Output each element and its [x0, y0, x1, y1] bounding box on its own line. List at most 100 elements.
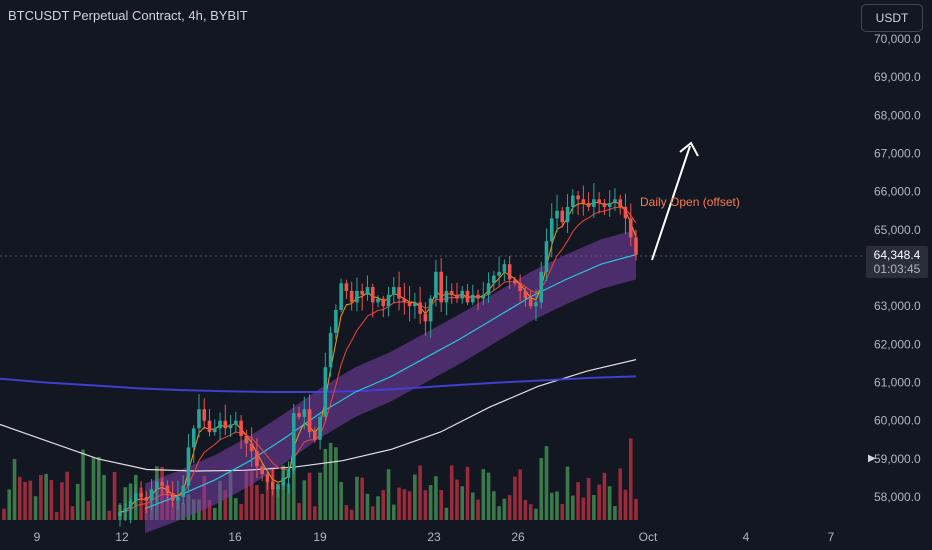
x-tick-label: 12 — [115, 530, 129, 544]
volume-bar — [91, 457, 96, 520]
volume-bar — [112, 471, 117, 520]
candle-body — [576, 195, 580, 200]
volume-bar — [60, 482, 64, 520]
candle-body — [492, 275, 496, 284]
candle-body — [286, 470, 291, 478]
candle-body — [571, 195, 575, 207]
y-tick-label: 69,000.0 — [874, 70, 921, 84]
y-tick-label: 62,000.0 — [874, 337, 921, 351]
volume-bar — [502, 498, 507, 520]
volume-bar — [255, 485, 259, 520]
volume-bar — [65, 471, 69, 520]
candle-body — [207, 420, 212, 433]
candle-body — [297, 413, 301, 417]
volume-bar — [407, 491, 412, 520]
y-tick-label: 66,000.0 — [874, 185, 921, 199]
candle-body — [313, 432, 317, 440]
volume-bar — [370, 506, 375, 520]
candle-body — [176, 497, 180, 501]
time-axis[interactable]: 9 12 16 19 23 26 Oct 4 7 — [34, 530, 835, 544]
volume-bar — [455, 479, 459, 520]
candle-body — [276, 485, 280, 490]
volume-bar — [391, 504, 396, 520]
volume-bar — [207, 499, 212, 520]
volume-bar — [576, 482, 580, 520]
volume-bar — [349, 509, 354, 520]
candle-body — [291, 413, 296, 471]
candle-body — [360, 290, 365, 295]
candle-body — [165, 485, 170, 494]
volume-bar — [318, 472, 322, 520]
volume-bar — [613, 506, 617, 520]
candle-body — [444, 290, 449, 303]
bar-countdown: 01:03:45 — [873, 262, 921, 276]
volume-bar — [607, 486, 612, 520]
candle-body — [123, 508, 128, 513]
candle-body — [439, 271, 443, 303]
volume-bar — [281, 465, 286, 520]
volume-bar — [534, 508, 538, 520]
candle-body — [428, 298, 433, 322]
volume-bar — [539, 458, 544, 520]
candle-body — [518, 283, 522, 291]
volume-bar — [28, 480, 33, 520]
volume-bar — [212, 507, 217, 520]
candle-body — [397, 287, 401, 299]
price-axis[interactable]: 70,000.0 69,000.0 68,000.0 67,000.0 66,000.0… — [874, 32, 921, 504]
candle-body — [460, 290, 465, 299]
candle-body — [407, 302, 412, 307]
candle-body — [618, 199, 623, 207]
volume-bar — [565, 466, 570, 520]
candle-body — [328, 332, 333, 368]
volume-bar — [460, 486, 465, 520]
volume-bar — [402, 489, 407, 520]
candle-body — [628, 218, 633, 238]
volume-bar — [544, 446, 549, 520]
volume-bar — [449, 465, 454, 520]
candle-body — [191, 428, 196, 448]
candle-body — [260, 466, 264, 475]
candle-body — [270, 481, 275, 490]
volume-bar — [434, 476, 438, 520]
candle-body — [449, 290, 454, 295]
x-tick-label: Oct — [639, 530, 658, 544]
candle-body — [534, 302, 538, 307]
volume-bar — [86, 501, 91, 520]
volume-bar — [628, 438, 633, 520]
volume-bar — [413, 474, 417, 520]
volume-bar — [444, 507, 449, 520]
candle-body — [418, 302, 422, 314]
volume-bar — [423, 490, 428, 520]
candle-body — [455, 294, 459, 299]
volume-bar — [276, 483, 280, 520]
candle-body — [523, 290, 528, 299]
volume-bar — [12, 459, 17, 520]
last-price-value: 64,348.4 — [873, 248, 921, 262]
candle-body — [497, 271, 501, 276]
volume-bar — [23, 481, 27, 520]
candle-body — [223, 420, 228, 429]
candle-body — [391, 287, 396, 295]
ribbon-band — [145, 229, 636, 534]
daily-open-label: Daily Open (offset) — [640, 195, 740, 209]
volume-bar — [360, 477, 365, 520]
volume-bar — [265, 479, 270, 520]
candle-body — [133, 493, 138, 501]
volume-bar — [481, 469, 486, 520]
candle-body — [128, 500, 133, 509]
candle-body — [565, 206, 570, 223]
currency-button[interactable]: USDT — [861, 4, 923, 32]
volume-bar — [513, 476, 517, 520]
volume-bar — [497, 506, 501, 520]
arrow-drawing[interactable] — [651, 141, 699, 261]
volume-bar — [381, 490, 386, 520]
volume-bar — [75, 483, 80, 520]
volume-bar — [328, 442, 333, 520]
y-tick-label: 61,000.0 — [874, 376, 921, 390]
candle-body — [228, 424, 233, 429]
volume-bar — [428, 485, 433, 520]
candle-body — [155, 481, 159, 490]
volume-bar — [54, 511, 59, 520]
x-tick-label: 4 — [743, 530, 750, 544]
